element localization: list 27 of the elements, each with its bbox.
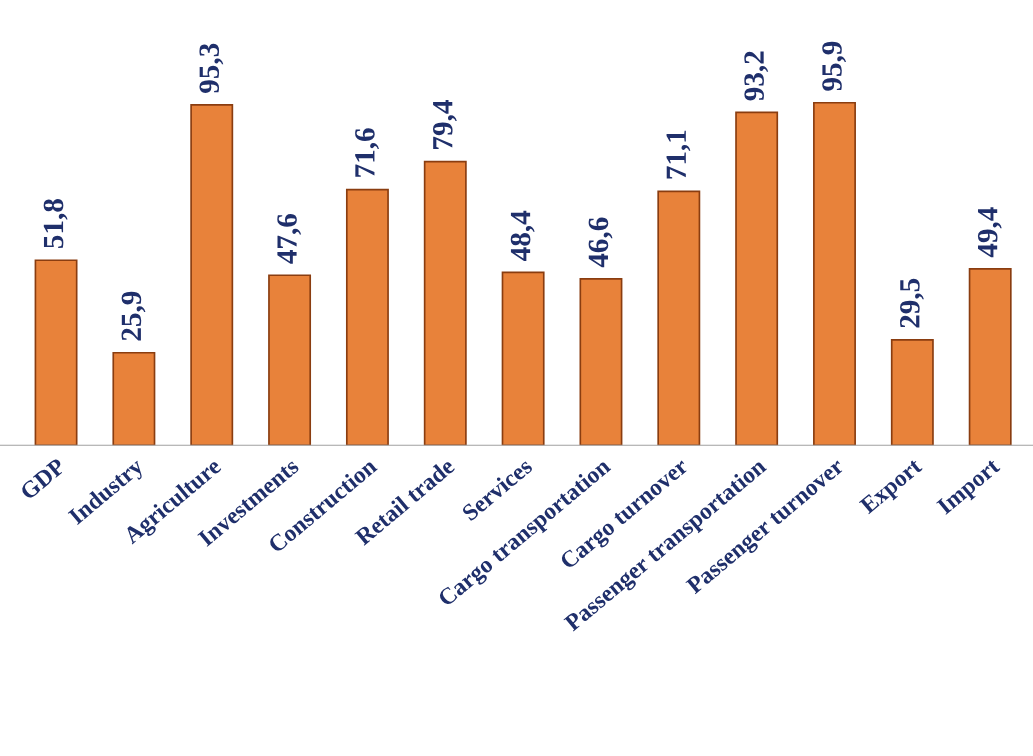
data-label: 93,2 — [744, 51, 769, 101]
bar — [735, 111, 779, 446]
data-label: 49,4 — [977, 207, 1002, 258]
x-tick-label: GDP — [19, 457, 67, 501]
data-label: 95,9 — [822, 41, 847, 91]
data-label: 71,1 — [666, 130, 691, 179]
bar — [579, 278, 623, 446]
data-label: 79,4 — [432, 100, 457, 149]
bar — [657, 190, 701, 446]
data-label: 51,8 — [43, 199, 68, 248]
bar — [34, 259, 78, 446]
bar — [501, 271, 545, 446]
data-label: 48,4 — [510, 210, 535, 261]
data-label: 25,9 — [121, 291, 146, 341]
bar — [345, 188, 389, 446]
data-label: 95,3 — [199, 43, 224, 93]
bar — [268, 274, 312, 446]
bar — [968, 268, 1012, 446]
data-label: 71,6 — [355, 128, 379, 177]
bar — [190, 104, 234, 446]
data-label: 47,6 — [277, 213, 302, 264]
bar — [813, 101, 856, 446]
data-label: 29,5 — [900, 278, 924, 328]
bar — [423, 160, 467, 446]
bar — [890, 339, 934, 446]
data-label: 46,6 — [588, 217, 613, 268]
bar — [112, 351, 156, 446]
